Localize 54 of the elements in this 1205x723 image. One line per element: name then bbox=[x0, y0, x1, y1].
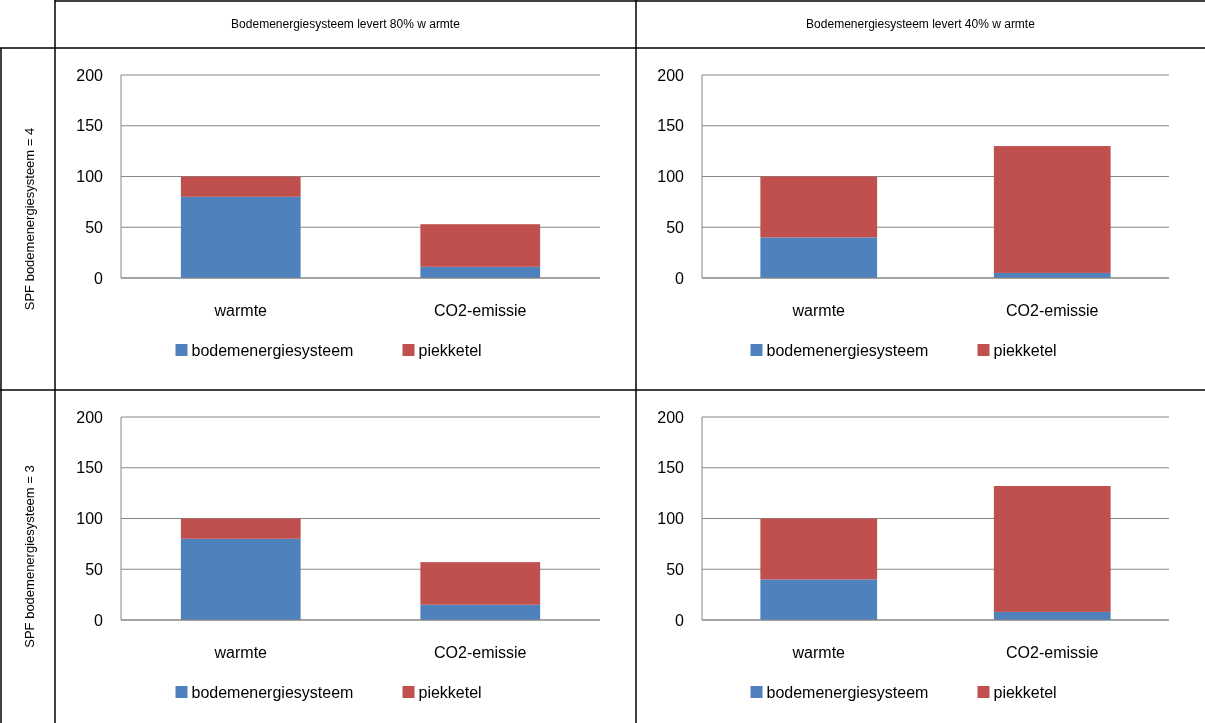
y-tick-label: 100 bbox=[76, 168, 104, 186]
y-tick-label: 100 bbox=[76, 510, 104, 528]
bar bbox=[760, 579, 878, 620]
y-tick-label: 200 bbox=[657, 408, 685, 426]
y-tick-label: 200 bbox=[657, 66, 685, 84]
bar bbox=[760, 237, 878, 278]
bar bbox=[760, 176, 878, 238]
bar bbox=[180, 176, 301, 197]
y-tick-label: 150 bbox=[657, 117, 685, 135]
y-tick-label: 100 bbox=[657, 168, 685, 186]
x-tick-label: warmte bbox=[213, 644, 268, 661]
y-tick-label: 50 bbox=[85, 560, 104, 578]
y-tick-label: 0 bbox=[675, 611, 685, 629]
x-tick-label: warmte bbox=[791, 644, 846, 661]
y-tick-label: 200 bbox=[76, 408, 104, 426]
x-tick-label: warmte bbox=[791, 302, 846, 319]
legend-label: bodemenergiesysteem bbox=[191, 683, 354, 701]
y-tick-label: 0 bbox=[675, 269, 685, 287]
bar bbox=[420, 562, 541, 605]
x-tick-label: warmte bbox=[213, 302, 268, 319]
chart-title: Bodemenergiesysteem levert 80% w armte bbox=[231, 17, 461, 31]
y-tick-label: 100 bbox=[657, 510, 685, 528]
x-tick-label: CO2-emissie bbox=[434, 302, 527, 319]
bar bbox=[180, 538, 301, 620]
bar bbox=[420, 604, 541, 620]
legend-label: piekketel bbox=[418, 341, 482, 359]
y-tick-label: 150 bbox=[76, 459, 104, 477]
y-tick-label: 0 bbox=[94, 611, 104, 629]
bar bbox=[760, 518, 878, 580]
legend-label: bodemenergiesysteem bbox=[766, 683, 929, 701]
legend-label: bodemenergiesysteem bbox=[191, 341, 354, 359]
y-tick-label: 50 bbox=[666, 560, 685, 578]
y-tick-label: 50 bbox=[666, 218, 685, 236]
y-tick-label: 0 bbox=[94, 269, 104, 287]
bar bbox=[420, 266, 541, 278]
x-tick-label: CO2-emissie bbox=[1006, 302, 1099, 319]
bar bbox=[420, 224, 541, 267]
legend-label: piekketel bbox=[993, 341, 1057, 359]
bar bbox=[180, 196, 301, 278]
y-axis-title: SPF bodemenergiesysteem = 3 bbox=[22, 465, 37, 648]
legend-label: bodemenergiesysteem bbox=[766, 341, 929, 359]
y-tick-label: 200 bbox=[76, 66, 104, 84]
legend-label: piekketel bbox=[993, 683, 1057, 701]
bar bbox=[993, 486, 1111, 612]
y-axis-title: SPF bodemenergiesysteem = 4 bbox=[22, 127, 37, 311]
y-tick-label: 150 bbox=[76, 117, 104, 135]
x-tick-label: CO2-emissie bbox=[434, 644, 527, 661]
x-tick-label: CO2-emissie bbox=[1006, 644, 1099, 661]
bar bbox=[180, 518, 301, 539]
chart-title: Bodemenergiesysteem levert 40% w armte bbox=[806, 17, 1036, 31]
y-tick-label: 150 bbox=[657, 459, 685, 477]
bar bbox=[993, 146, 1111, 273]
legend-label: piekketel bbox=[418, 683, 482, 701]
y-tick-label: 50 bbox=[85, 218, 104, 236]
